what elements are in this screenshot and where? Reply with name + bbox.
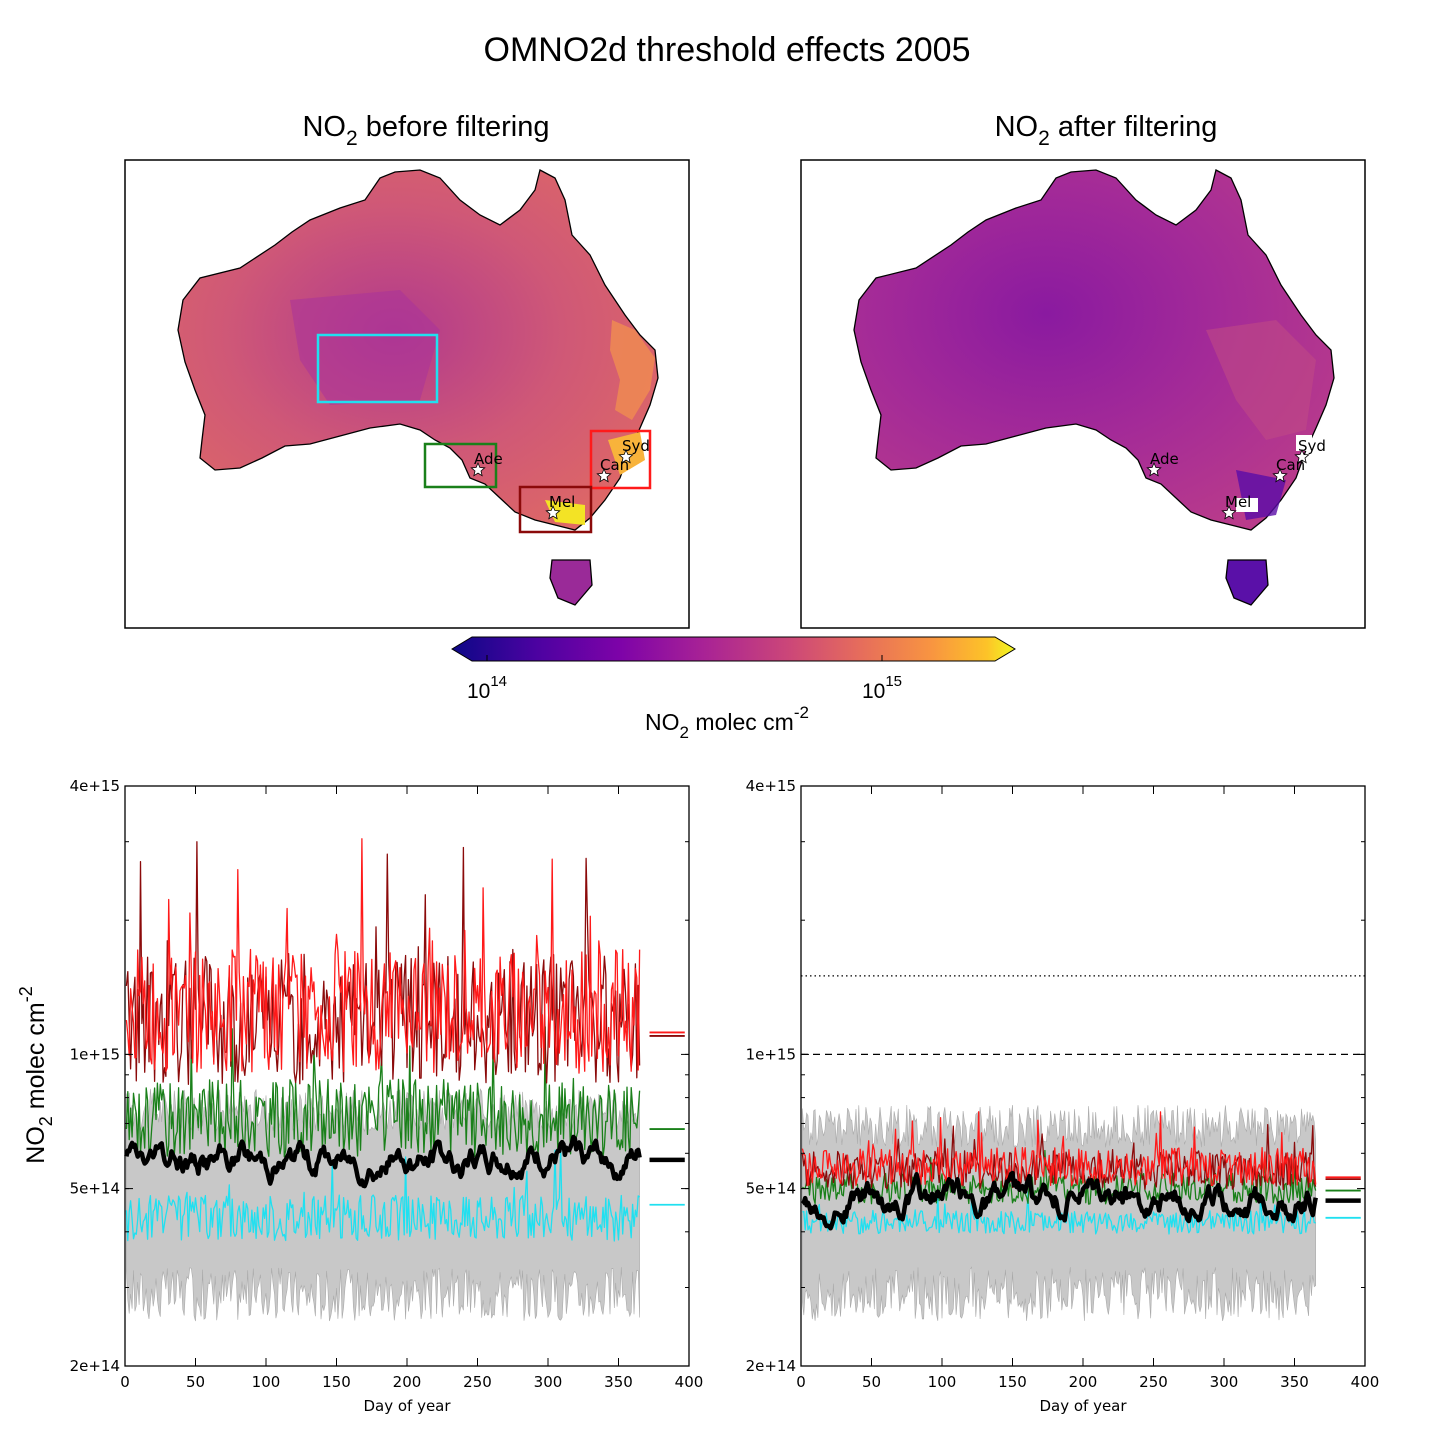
colorbar-label-rest: molec cm — [689, 709, 794, 735]
region-box-adelaide — [423, 442, 498, 489]
city-label-can: Can — [1276, 456, 1305, 474]
series-line-background — [125, 1147, 641, 1242]
y-tick-label: 4e+15 — [70, 777, 120, 795]
figure-title: OMNO2d threshold effects 2005 — [484, 31, 971, 69]
city-label-syd: Syd — [622, 437, 650, 455]
colorbar-label-exp: -2 — [794, 703, 809, 722]
x-tick-label: 150 — [322, 1373, 351, 1391]
city-star-mel — [545, 504, 561, 520]
map-left-tasmania — [549, 559, 593, 606]
timeseries-ylabel: NO2 molec cm-2 — [16, 986, 56, 1163]
x-tick-label: 0 — [120, 1373, 130, 1391]
city-star-mel — [1221, 504, 1237, 520]
map-right-title-sub: 2 — [1038, 127, 1050, 150]
timeseries-left: 0 50 100 150 200 250 300 350 400 2e+14 5e+14 1e+15 4… — [70, 777, 704, 1415]
x-tick-label: 400 — [1351, 1373, 1380, 1391]
city-star-can — [1272, 467, 1288, 483]
y-tick-label: 5e+14 — [746, 1180, 796, 1198]
colorbar-label-main: NO — [645, 709, 680, 735]
map-right-tasmania — [1225, 559, 1269, 606]
region-box-sydney — [589, 429, 652, 490]
timeseries-right: 0 50 100 150 200 250 300 350 400 2e+14 5e+14 1e+15 4… — [746, 777, 1380, 1415]
x-axis-label: Day of year — [1039, 1397, 1127, 1415]
y-tick-label: 5e+14 — [70, 1180, 120, 1198]
city-label-can: Can — [600, 456, 629, 474]
y-tick-label: 2e+14 — [70, 1357, 120, 1375]
region-box-melbourne — [518, 485, 593, 534]
x-tick-label: 200 — [1069, 1373, 1098, 1391]
ylabel-exp: -2 — [16, 986, 36, 1002]
map-left-title-rest: before filtering — [358, 111, 550, 143]
x-tick-label: 200 — [393, 1373, 422, 1391]
colorbar: 1014 1015 NO2 molec cm-2 — [451, 636, 1016, 742]
map-left-title: NO2 before filtering — [302, 111, 549, 150]
map-right-title-main: NO — [995, 111, 1039, 143]
map-left-lowcentre — [290, 290, 440, 405]
series-line-all-australia-mean — [801, 1170, 1318, 1231]
map-left-title-main: NO — [302, 111, 346, 143]
x-tick-label: 300 — [534, 1373, 563, 1391]
map-right-eastband — [1206, 320, 1316, 440]
map-right-title-rest: after filtering — [1050, 111, 1218, 143]
map-right-title: NO2 after filtering — [995, 111, 1218, 150]
city-label-ade: Ade — [1150, 450, 1179, 468]
y-tick-label: 4e+15 — [746, 777, 796, 795]
colorbar-tick-label-1e14: 1014 — [467, 673, 507, 703]
series-line-all-australia-mean — [124, 1134, 642, 1189]
x-tick-label: 350 — [1280, 1373, 1309, 1391]
x-axis-label: Day of year — [363, 1397, 451, 1415]
city-label-mel: Mel — [1225, 493, 1251, 511]
map-left-title-sub: 2 — [346, 127, 358, 150]
city-star-syd — [1294, 448, 1310, 464]
y-tick-label: 2e+14 — [746, 1357, 796, 1375]
colorbar-ramp — [451, 636, 1016, 662]
city-label-ade: Ade — [474, 450, 503, 468]
series-line-sydney — [125, 838, 641, 1074]
x-tick-label: 150 — [998, 1373, 1027, 1391]
colorbar-label-sub: 2 — [680, 723, 689, 742]
colorbar-tick-1e15-exp: 15 — [885, 673, 902, 690]
x-tick-label: 250 — [1139, 1373, 1168, 1391]
map-left-australia — [177, 169, 659, 606]
x-tick-label: 300 — [1210, 1373, 1239, 1391]
city-label-syd: Syd — [1298, 437, 1326, 455]
map-right-australia — [853, 169, 1335, 606]
y-tick-label: 1e+15 — [746, 1045, 796, 1063]
city-star-can — [596, 467, 612, 483]
x-tick-label: 50 — [186, 1373, 205, 1391]
y-tick-label: 1e+15 — [70, 1045, 120, 1063]
x-tick-label: 250 — [463, 1373, 492, 1391]
x-tick-label: 50 — [862, 1373, 881, 1391]
ylabel-main: NO — [22, 1126, 50, 1164]
series-line-background — [802, 1191, 1316, 1235]
colorbar-tick-1e15-base: 10 — [862, 680, 885, 703]
city-label-mel: Mel — [549, 493, 575, 511]
x-tick-label: 0 — [796, 1373, 806, 1391]
ylabel-rest: molec cm — [22, 1002, 50, 1116]
x-tick-label: 350 — [604, 1373, 633, 1391]
map-left-hotspot-east — [610, 320, 655, 420]
series-line-adelaide — [125, 1026, 641, 1158]
map-left-hotspot-melbourne — [545, 500, 585, 525]
ylabel-sub: 2 — [36, 1116, 56, 1126]
map-left-region-boxes — [316, 333, 652, 534]
region-box-background — [316, 333, 439, 404]
colorbar-tick-1e14-exp: 14 — [490, 673, 507, 690]
x-tick-label: 100 — [252, 1373, 281, 1391]
city-star-syd — [618, 448, 634, 464]
colorbar-label: NO2 molec cm-2 — [645, 703, 809, 742]
colorbar-tick-label-1e15: 1015 — [862, 673, 902, 703]
map-right-masked-sydney — [1296, 435, 1312, 451]
x-tick-label: 100 — [928, 1373, 957, 1391]
x-tick-label: 400 — [675, 1373, 704, 1391]
map-right-masked-melbourne — [1236, 498, 1258, 512]
colorbar-tick-1e14-base: 10 — [467, 680, 490, 703]
city-star-ade — [1146, 461, 1162, 477]
city-star-ade — [470, 461, 486, 477]
series-line-sydney — [801, 1111, 1317, 1187]
